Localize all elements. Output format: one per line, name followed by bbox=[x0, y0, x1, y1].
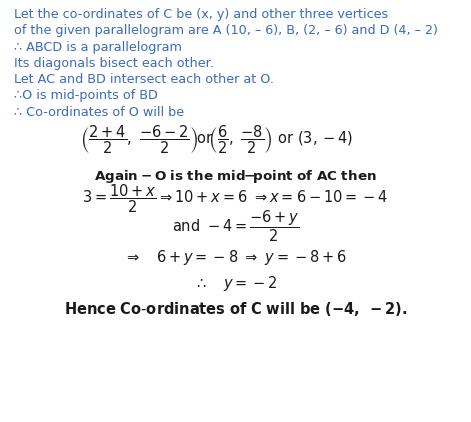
Text: $3=\dfrac{10+x}{2}\Rightarrow10+x=6\ \Rightarrow x=6-10=-4$: $3=\dfrac{10+x}{2}\Rightarrow10+x=6\ \Ri… bbox=[82, 182, 389, 215]
Text: $\therefore\quad y=-2$: $\therefore\quad y=-2$ bbox=[194, 274, 277, 293]
Text: $\Rightarrow\quad 6+y=-8\ \Rightarrow\ y=-8+6$: $\Rightarrow\quad 6+y=-8\ \Rightarrow\ y… bbox=[124, 248, 347, 267]
Text: $\bf{Again - O\ is\ the\ mid\!\!-\!\!point\ of\ AC\ then}$: $\bf{Again - O\ is\ the\ mid\!\!-\!\!poi… bbox=[94, 168, 377, 185]
Text: Let the co-ordinates of C be (x, y) and other three vertices: Let the co-ordinates of C be (x, y) and … bbox=[14, 8, 389, 22]
Text: ∴ Co-ordinates of O will be: ∴ Co-ordinates of O will be bbox=[14, 106, 184, 119]
Text: $\bf{Hence\ Co\text{-}ordinates\ of\ C\ will\ be\ (-4,\ -2).}$: $\bf{Hence\ Co\text{-}ordinates\ of\ C\ … bbox=[64, 300, 407, 318]
Text: Let AC and BD intersect each other at O.: Let AC and BD intersect each other at O. bbox=[14, 73, 274, 86]
Text: $\left(\dfrac{2+4}{2},\ \dfrac{-6-2}{2}\right)\!\mathrm{or}\!\left(\dfrac{6}{2},: $\left(\dfrac{2+4}{2},\ \dfrac{-6-2}{2}\… bbox=[80, 124, 353, 157]
Text: ∴ ABCD is a parallelogram: ∴ ABCD is a parallelogram bbox=[14, 41, 182, 54]
Text: Its diagonals bisect each other.: Its diagonals bisect each other. bbox=[14, 57, 214, 70]
Text: ∴O is mid-points of BD: ∴O is mid-points of BD bbox=[14, 89, 158, 102]
Text: $\mathrm{and}\ -4=\dfrac{-6+y}{2}$: $\mathrm{and}\ -4=\dfrac{-6+y}{2}$ bbox=[171, 208, 300, 244]
Text: of the given parallelogram are A (10, – 6), B, (2, – 6) and D (4, – 2): of the given parallelogram are A (10, – … bbox=[14, 24, 438, 38]
